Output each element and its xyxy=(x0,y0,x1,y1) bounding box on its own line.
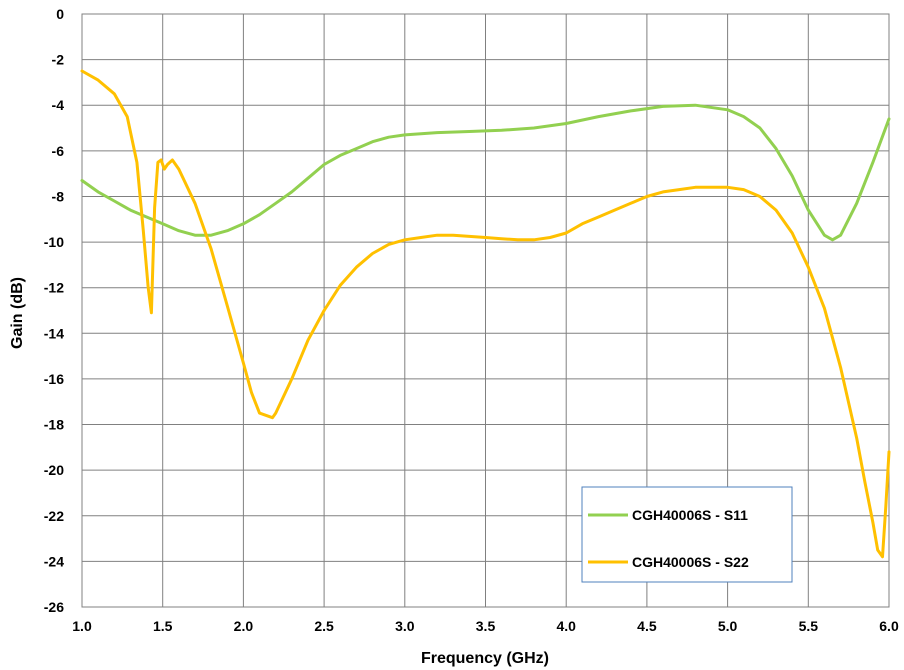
y-tick-label: -18 xyxy=(44,417,64,433)
y-tick-label: -8 xyxy=(52,188,65,204)
series-line-s22 xyxy=(80,69,891,559)
y-tick-label: 0 xyxy=(56,6,64,22)
legend-label: CGH40006S - S11 xyxy=(632,507,748,523)
legend-label: CGH40006S - S22 xyxy=(632,554,749,570)
x-tick-label: 3.5 xyxy=(476,618,496,634)
y-tick-label: -10 xyxy=(44,234,64,250)
x-axis-title: Frequency (GHz) xyxy=(421,650,549,667)
plot-area-frame xyxy=(81,13,890,608)
x-tick-labels: 1.0 1.5 2.0 2.5 3.0 3.5 4.0 4.5 5.0 5.5 6.0 xyxy=(72,618,899,634)
y-tick-label: -16 xyxy=(44,371,64,387)
y-tick-label: -6 xyxy=(52,143,65,159)
x-tick-label: 4.5 xyxy=(637,618,657,634)
y-tick-label: -22 xyxy=(44,508,64,524)
x-tick-label: 2.0 xyxy=(234,618,254,634)
y-tick-label: -26 xyxy=(44,599,64,615)
y-tick-label: -24 xyxy=(44,553,64,569)
x-tick-label: 5.5 xyxy=(799,618,819,634)
series-layer xyxy=(80,69,891,559)
x-tick-label: 6.0 xyxy=(879,618,899,634)
y-tick-labels: 0 -2 -4 -6 -8 -10 -12 -14 -16 -18 -20 -22 -24 -26 xyxy=(44,6,64,615)
x-tick-label: 2.5 xyxy=(314,618,334,634)
y-tick-label: -14 xyxy=(44,325,64,341)
x-tick-label: 5.0 xyxy=(718,618,738,634)
x-tick-label: 1.5 xyxy=(153,618,173,634)
legend: CGH40006S - S11 CGH40006S - S22 xyxy=(581,486,793,583)
legend-box xyxy=(581,486,793,583)
y-tick-label: -2 xyxy=(52,52,65,68)
x-tick-label: 4.0 xyxy=(556,618,576,634)
x-tick-label: 3.0 xyxy=(395,618,415,634)
series-line-s11 xyxy=(80,103,891,242)
x-tick-label: 1.0 xyxy=(72,618,92,634)
y-tick-label: -20 xyxy=(44,462,64,478)
y-tick-label: -12 xyxy=(44,280,64,296)
y-tick-label: -4 xyxy=(52,97,65,113)
y-axis-title: Gain (dB) xyxy=(9,277,26,349)
